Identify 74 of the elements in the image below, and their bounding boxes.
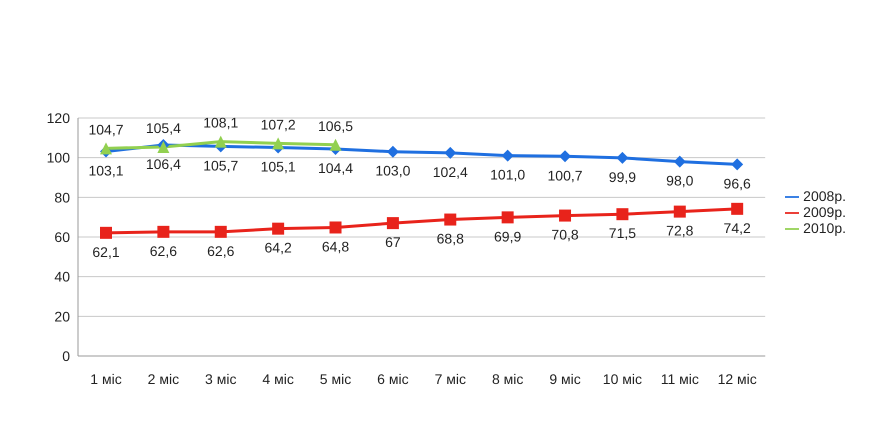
data-label: 108,1: [203, 114, 238, 131]
y-tick-label: 60: [54, 228, 70, 245]
legend-label: 2010р.: [803, 220, 846, 236]
point: [157, 226, 170, 238]
data-label: 99,9: [608, 168, 636, 185]
data-label: 106,5: [318, 118, 354, 134]
point: [214, 136, 227, 148]
data-label: 62,6: [150, 242, 178, 259]
data-label: 100,7: [548, 167, 583, 184]
data-label: 74,2: [724, 220, 752, 236]
point: [214, 226, 227, 238]
x-tick-label: 7 міс: [434, 370, 466, 387]
x-tick-label: 2 міс: [148, 370, 180, 387]
point: [731, 202, 744, 215]
data-label: 105,7: [203, 157, 238, 174]
point: [444, 146, 456, 159]
point: [330, 221, 342, 234]
data-label: 67: [385, 234, 401, 250]
point: [100, 226, 112, 239]
data-label: 62,6: [207, 242, 235, 259]
point: [272, 222, 284, 235]
y-tick-label: 40: [54, 268, 70, 285]
data-label: 70,8: [551, 226, 579, 243]
data-label: 72,8: [666, 222, 694, 239]
point: [559, 150, 572, 162]
data-label: 103,1: [88, 162, 124, 179]
point: [272, 137, 284, 150]
y-tick-label: 20: [54, 308, 70, 324]
x-tick-label: 1 міс: [90, 370, 122, 387]
x-tick-label: 4 міс: [262, 370, 294, 387]
point: [502, 150, 514, 162]
point: [731, 158, 744, 170]
y-tick-label: 80: [54, 189, 70, 206]
data-label: 71,5: [608, 225, 636, 242]
x-tick-label: 6 міс: [377, 370, 409, 387]
data-label: 68,8: [436, 230, 464, 247]
data-label: 107,2: [260, 116, 296, 132]
point: [616, 208, 628, 220]
data-label: 64,2: [264, 240, 292, 256]
legend-label: 2008р.: [803, 188, 846, 204]
y-tick-label: 120: [46, 110, 70, 126]
x-tick-label: 12 міс: [718, 370, 757, 387]
point: [386, 146, 399, 158]
data-label: 104,4: [318, 160, 354, 176]
point: [616, 152, 628, 164]
y-tick-label: 100: [46, 150, 70, 166]
point: [330, 138, 342, 151]
data-label: 64,8: [322, 238, 350, 254]
data-label: 102,4: [432, 164, 468, 180]
data-label: 96,6: [724, 175, 752, 192]
x-tick-label: 8 міс: [492, 370, 524, 387]
data-label: 105,1: [260, 158, 296, 175]
x-tick-label: 11 міс: [660, 370, 699, 387]
x-tick-label: 10 міс: [602, 370, 642, 387]
data-label: 106,4: [146, 156, 182, 172]
point: [674, 156, 686, 168]
data-label: 105,4: [146, 120, 182, 136]
point: [386, 217, 399, 230]
x-tick-label: 5 міс: [320, 370, 352, 387]
data-label: 98,0: [666, 172, 694, 189]
point: [674, 206, 686, 218]
y-tick-label: 0: [62, 348, 70, 364]
point: [444, 214, 456, 226]
data-label: 62,1: [92, 244, 120, 260]
point: [559, 210, 572, 222]
legend-label: 2009р.: [803, 204, 846, 220]
data-label: 103,0: [375, 162, 411, 179]
point: [502, 211, 514, 224]
x-tick-label: 9 міс: [549, 370, 581, 387]
data-label: 104,7: [88, 121, 124, 138]
data-label: 69,9: [494, 228, 522, 244]
data-label: 101,0: [490, 166, 526, 183]
point: [100, 142, 112, 154]
x-tick-label: 3 міс: [205, 370, 236, 387]
